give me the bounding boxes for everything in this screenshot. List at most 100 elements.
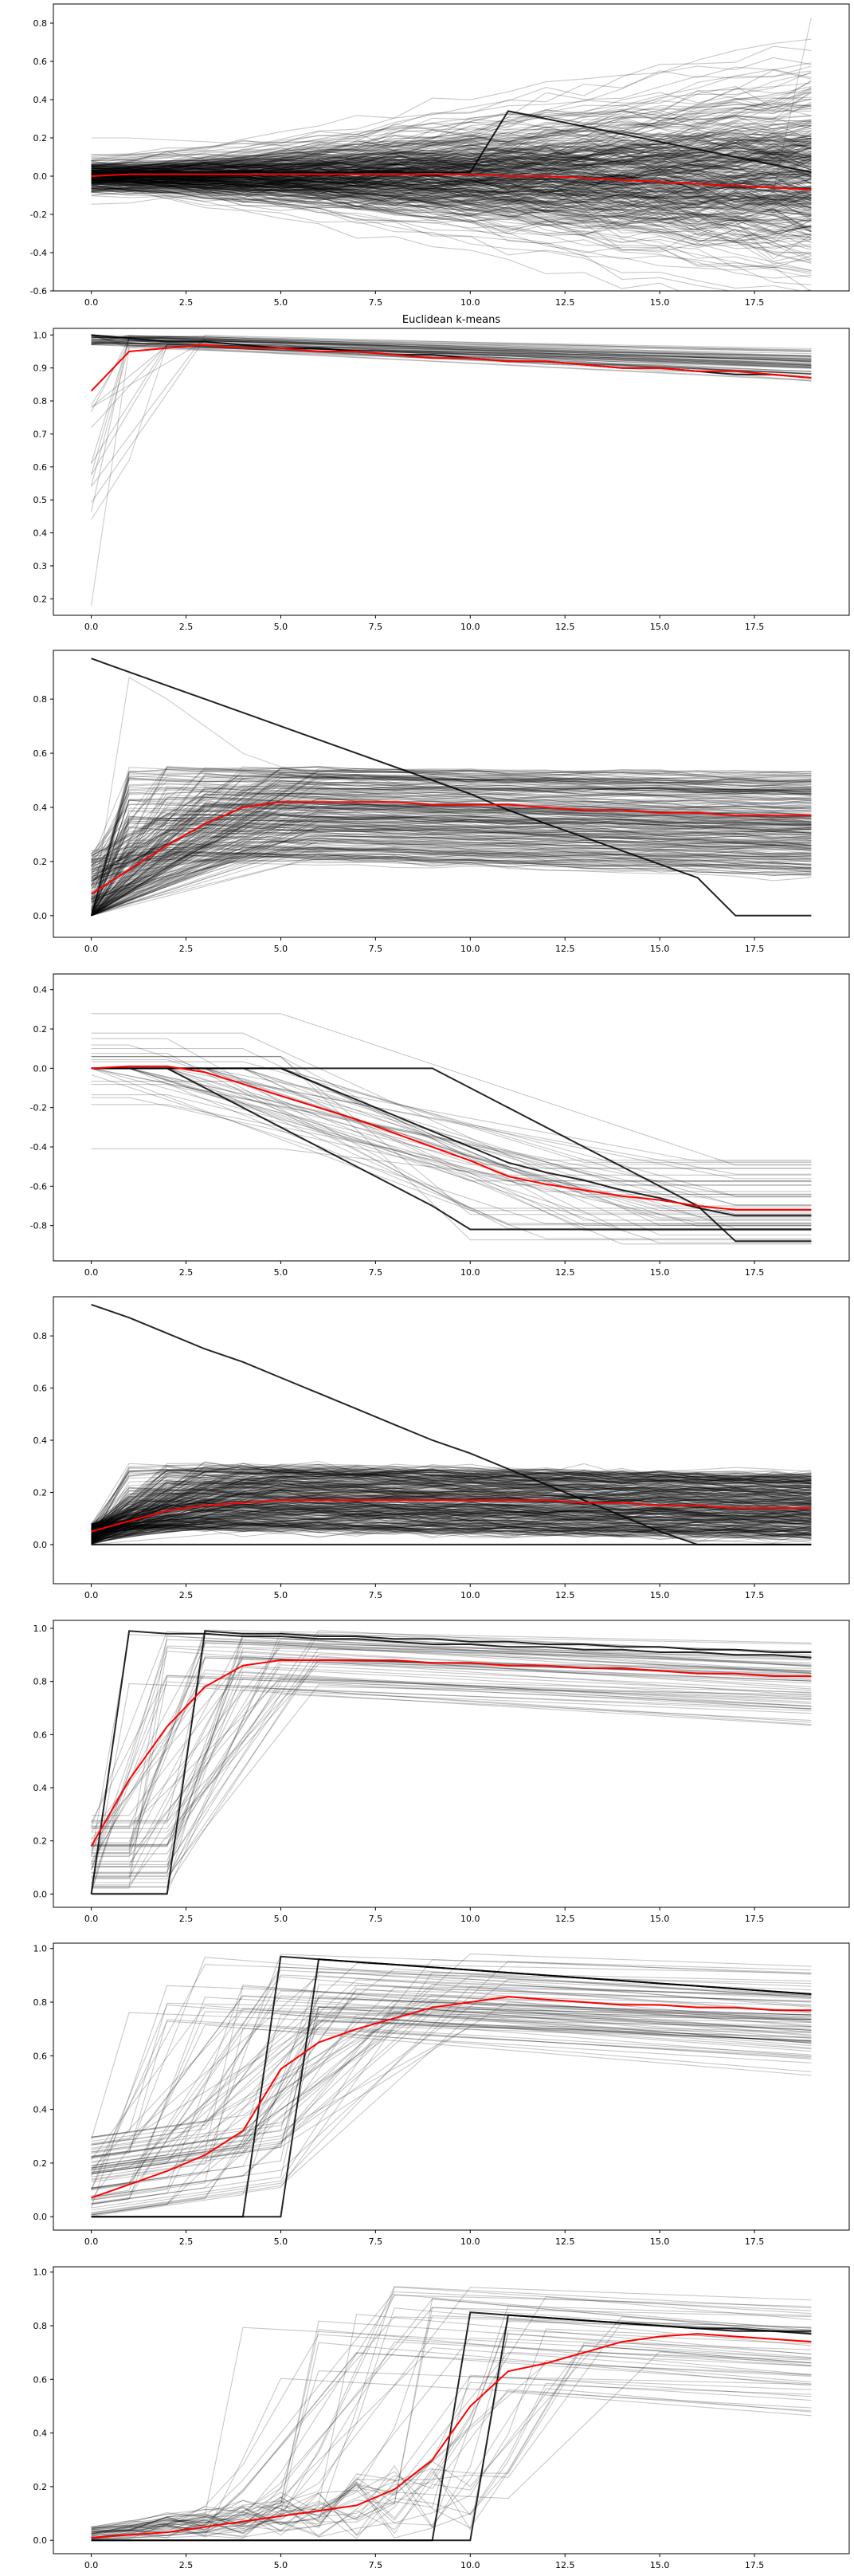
x-tick-label: 15.0 [650,1267,670,1278]
series-line [91,132,812,184]
series-line [91,1475,812,1537]
series-line [91,1469,812,1541]
series-line [91,173,812,201]
series-line [91,1514,812,1530]
series-line [91,335,812,349]
x-tick-label: 12.5 [555,1267,575,1278]
series-line [91,2337,812,2529]
plot-area [91,17,812,291]
series-line [91,170,812,217]
series-line [91,1476,812,1530]
series-line [91,80,812,162]
series-line [91,159,812,179]
series-line [91,168,812,190]
series-line [91,811,812,917]
series-line [91,1995,812,2200]
series-line [91,773,812,864]
series-line [91,2347,812,2537]
series-line [91,1632,812,1857]
series-line [91,69,812,181]
series-line [91,2003,812,2166]
series-line [91,1684,812,1878]
series-line [91,2287,812,2533]
series-line [91,187,812,254]
series-line [91,187,812,214]
series-line [91,1467,812,1529]
series-line [91,143,812,175]
series-line [91,169,812,263]
series-line [91,803,812,878]
series-line [91,845,812,909]
series-line [91,1659,812,1840]
series-line [91,1661,812,1855]
x-tick-label: 17.5 [745,297,765,308]
series-line [91,180,812,209]
series-line [91,175,812,198]
series-line [91,145,812,172]
series-line [91,171,812,198]
series-line [91,145,812,183]
series-line [91,1517,812,1531]
series-line [91,143,812,183]
series-line [91,777,812,916]
series-line [91,1518,812,1541]
barycenter-line [91,1996,812,2199]
series-line [91,846,812,877]
series-line [91,850,812,917]
series-line [91,1994,812,2138]
series-line [91,1465,812,1539]
series-line [91,96,812,168]
series-line [91,803,812,917]
subplot-5: 0.0 2.5 5.0 7.5 10.0 12.5 15.0 17.5 0.0 0.2 0.4 0.6… [33,1296,850,1600]
series-line [91,785,812,886]
series-line [91,1067,812,1192]
series-line [91,1479,812,1528]
series-line [91,1067,812,1182]
series-line [91,122,812,183]
series-line [91,166,812,233]
series-line [91,146,812,172]
series-line [91,840,812,909]
series-line [91,1526,812,1536]
series-line [91,122,812,171]
x-tick-label: 0.0 [84,1914,99,1924]
series-line [91,172,812,204]
series-line [91,1480,812,1537]
series-line [91,853,812,870]
series-line [91,132,812,170]
series-line [91,841,812,897]
series-line [91,337,812,464]
series-line [91,1484,812,1528]
series-line [91,2028,812,2173]
series-line [91,1498,812,1541]
plot-area [91,658,812,917]
series-line [91,1506,812,1531]
series-line [91,182,812,211]
series-line [91,1525,812,1540]
series-line [91,1522,812,1545]
series-line [91,787,812,863]
series-line [91,173,812,202]
series-line [91,1148,812,1195]
series-line [91,179,812,233]
series-line [91,827,812,917]
series-line [91,1471,812,1531]
series-line [91,164,812,181]
y-tick-label: 0.7 [33,429,48,439]
series-line [91,139,812,169]
barycenter-line [91,1065,812,1211]
series-line [91,338,812,504]
series-line [91,1511,812,1533]
series-line [91,769,812,916]
series-line [91,1479,812,1543]
series-line [91,1506,812,1530]
series-line [91,2378,812,2539]
series-line [91,177,812,212]
x-tick-label: 0.0 [84,2560,99,2570]
series-line [91,798,812,885]
series-line [91,1478,812,1545]
series-line [91,62,812,179]
y-tick-label: 1.0 [33,1944,48,1954]
series-line [91,1467,812,1530]
series-line [91,776,812,905]
